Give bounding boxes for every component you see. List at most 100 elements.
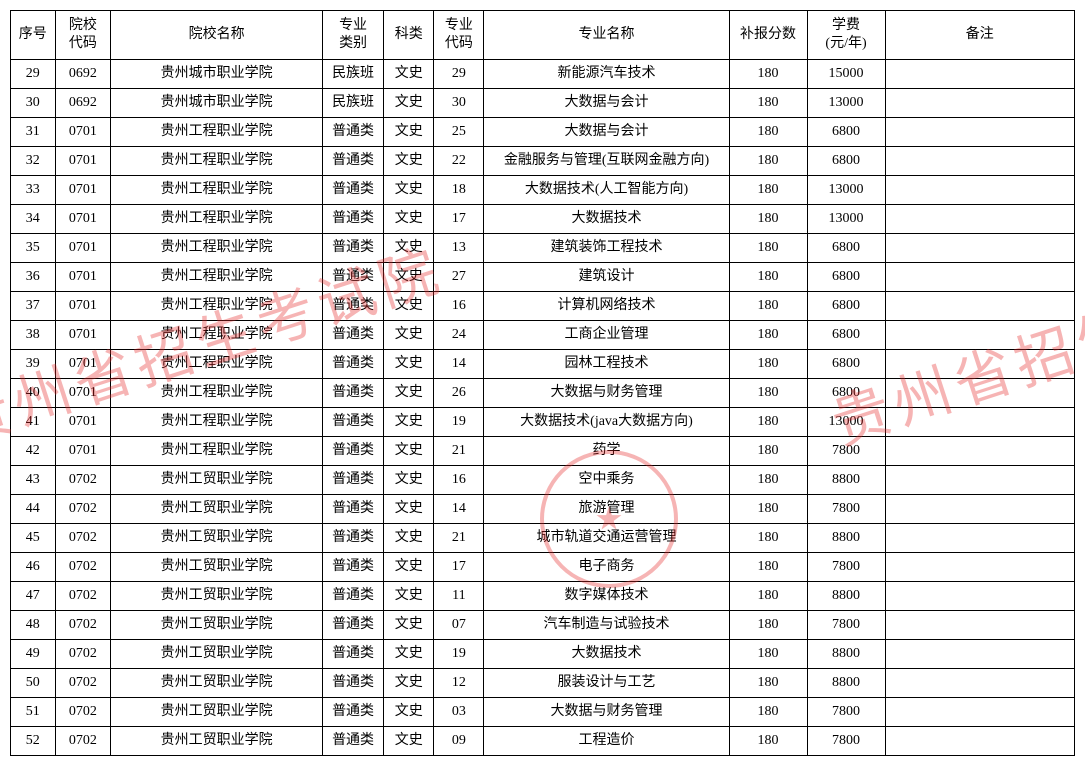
cell-school_name: 贵州工贸职业学院 bbox=[111, 553, 323, 582]
cell-seq: 43 bbox=[11, 466, 56, 495]
table-row: 440702贵州工贸职业学院普通类文史14旅游管理1807800 bbox=[11, 495, 1075, 524]
cell-major_name: 服装设计与工艺 bbox=[484, 669, 729, 698]
cell-remark bbox=[885, 234, 1074, 263]
cell-score: 180 bbox=[729, 379, 807, 408]
cell-score: 180 bbox=[729, 350, 807, 379]
cell-score: 180 bbox=[729, 553, 807, 582]
cell-seq: 34 bbox=[11, 205, 56, 234]
cell-major_cat: 普通类 bbox=[322, 727, 383, 756]
table-row: 360701贵州工程职业学院普通类文史27建筑设计1806800 bbox=[11, 263, 1075, 292]
cell-major_code: 26 bbox=[434, 379, 484, 408]
cell-major_name: 数字媒体技术 bbox=[484, 582, 729, 611]
cell-tuition: 13000 bbox=[807, 176, 885, 205]
cell-subject: 文史 bbox=[384, 379, 434, 408]
cell-remark bbox=[885, 727, 1074, 756]
cell-subject: 文史 bbox=[384, 234, 434, 263]
cell-seq: 32 bbox=[11, 147, 56, 176]
cell-score: 180 bbox=[729, 234, 807, 263]
cell-major_cat: 普通类 bbox=[322, 640, 383, 669]
cell-school_code: 0702 bbox=[55, 640, 111, 669]
cell-tuition: 13000 bbox=[807, 408, 885, 437]
cell-school_code: 0701 bbox=[55, 118, 111, 147]
cell-score: 180 bbox=[729, 263, 807, 292]
cell-major_name: 新能源汽车技术 bbox=[484, 60, 729, 89]
cell-score: 180 bbox=[729, 669, 807, 698]
cell-major_cat: 普通类 bbox=[322, 379, 383, 408]
cell-major_code: 14 bbox=[434, 495, 484, 524]
cell-school_code: 0701 bbox=[55, 176, 111, 205]
cell-school_code: 0702 bbox=[55, 727, 111, 756]
cell-remark bbox=[885, 437, 1074, 466]
cell-major_cat: 普通类 bbox=[322, 553, 383, 582]
cell-seq: 41 bbox=[11, 408, 56, 437]
cell-major_name: 大数据技术(java大数据方向) bbox=[484, 408, 729, 437]
table-row: 330701贵州工程职业学院普通类文史18大数据技术(人工智能方向)180130… bbox=[11, 176, 1075, 205]
cell-tuition: 7800 bbox=[807, 553, 885, 582]
cell-school_name: 贵州工程职业学院 bbox=[111, 176, 323, 205]
cell-major_code: 19 bbox=[434, 408, 484, 437]
cell-major_name: 大数据与会计 bbox=[484, 89, 729, 118]
cell-seq: 42 bbox=[11, 437, 56, 466]
cell-major_cat: 普通类 bbox=[322, 176, 383, 205]
cell-remark bbox=[885, 553, 1074, 582]
cell-school_code: 0702 bbox=[55, 582, 111, 611]
cell-subject: 文史 bbox=[384, 205, 434, 234]
cell-school_name: 贵州工贸职业学院 bbox=[111, 669, 323, 698]
cell-subject: 文史 bbox=[384, 437, 434, 466]
table-row: 480702贵州工贸职业学院普通类文史07汽车制造与试验技术1807800 bbox=[11, 611, 1075, 640]
cell-subject: 文史 bbox=[384, 263, 434, 292]
table-row: 340701贵州工程职业学院普通类文史17大数据技术18013000 bbox=[11, 205, 1075, 234]
cell-subject: 文史 bbox=[384, 553, 434, 582]
cell-score: 180 bbox=[729, 147, 807, 176]
cell-school_code: 0701 bbox=[55, 379, 111, 408]
cell-seq: 40 bbox=[11, 379, 56, 408]
cell-subject: 文史 bbox=[384, 350, 434, 379]
cell-tuition: 13000 bbox=[807, 89, 885, 118]
cell-subject: 文史 bbox=[384, 60, 434, 89]
cell-school_name: 贵州工程职业学院 bbox=[111, 263, 323, 292]
table-row: 290692贵州城市职业学院民族班文史29新能源汽车技术18015000 bbox=[11, 60, 1075, 89]
cell-major_cat: 普通类 bbox=[322, 263, 383, 292]
cell-major_cat: 民族班 bbox=[322, 89, 383, 118]
table-header-row: 序号院校代码院校名称专业类别科类专业代码专业名称补报分数学费(元/年)备注 bbox=[11, 11, 1075, 60]
cell-subject: 文史 bbox=[384, 669, 434, 698]
cell-major_name: 工商企业管理 bbox=[484, 321, 729, 350]
cell-score: 180 bbox=[729, 582, 807, 611]
cell-school_code: 0701 bbox=[55, 408, 111, 437]
cell-tuition: 7800 bbox=[807, 495, 885, 524]
table-row: 490702贵州工贸职业学院普通类文史19大数据技术1808800 bbox=[11, 640, 1075, 669]
cell-major_code: 24 bbox=[434, 321, 484, 350]
cell-major_code: 30 bbox=[434, 89, 484, 118]
col-header-tuition: 学费(元/年) bbox=[807, 11, 885, 60]
cell-major_name: 计算机网络技术 bbox=[484, 292, 729, 321]
col-header-subject: 科类 bbox=[384, 11, 434, 60]
cell-major_cat: 普通类 bbox=[322, 321, 383, 350]
table-row: 370701贵州工程职业学院普通类文史16计算机网络技术1806800 bbox=[11, 292, 1075, 321]
cell-major_code: 29 bbox=[434, 60, 484, 89]
cell-major_cat: 普通类 bbox=[322, 524, 383, 553]
cell-tuition: 13000 bbox=[807, 205, 885, 234]
cell-major_code: 21 bbox=[434, 437, 484, 466]
cell-remark bbox=[885, 176, 1074, 205]
cell-school_code: 0702 bbox=[55, 495, 111, 524]
cell-subject: 文史 bbox=[384, 408, 434, 437]
cell-major_code: 25 bbox=[434, 118, 484, 147]
cell-major_cat: 普通类 bbox=[322, 698, 383, 727]
cell-school_name: 贵州工程职业学院 bbox=[111, 205, 323, 234]
cell-score: 180 bbox=[729, 60, 807, 89]
cell-major_name: 建筑设计 bbox=[484, 263, 729, 292]
cell-major_name: 大数据技术(人工智能方向) bbox=[484, 176, 729, 205]
cell-major_cat: 普通类 bbox=[322, 466, 383, 495]
cell-school_code: 0701 bbox=[55, 437, 111, 466]
cell-major_name: 药学 bbox=[484, 437, 729, 466]
cell-seq: 46 bbox=[11, 553, 56, 582]
table-row: 300692贵州城市职业学院民族班文史30大数据与会计18013000 bbox=[11, 89, 1075, 118]
cell-tuition: 6800 bbox=[807, 321, 885, 350]
cell-tuition: 8800 bbox=[807, 582, 885, 611]
cell-major_name: 大数据技术 bbox=[484, 640, 729, 669]
cell-major_name: 工程造价 bbox=[484, 727, 729, 756]
cell-subject: 文史 bbox=[384, 727, 434, 756]
cell-remark bbox=[885, 118, 1074, 147]
cell-major_name: 金融服务与管理(互联网金融方向) bbox=[484, 147, 729, 176]
cell-seq: 37 bbox=[11, 292, 56, 321]
